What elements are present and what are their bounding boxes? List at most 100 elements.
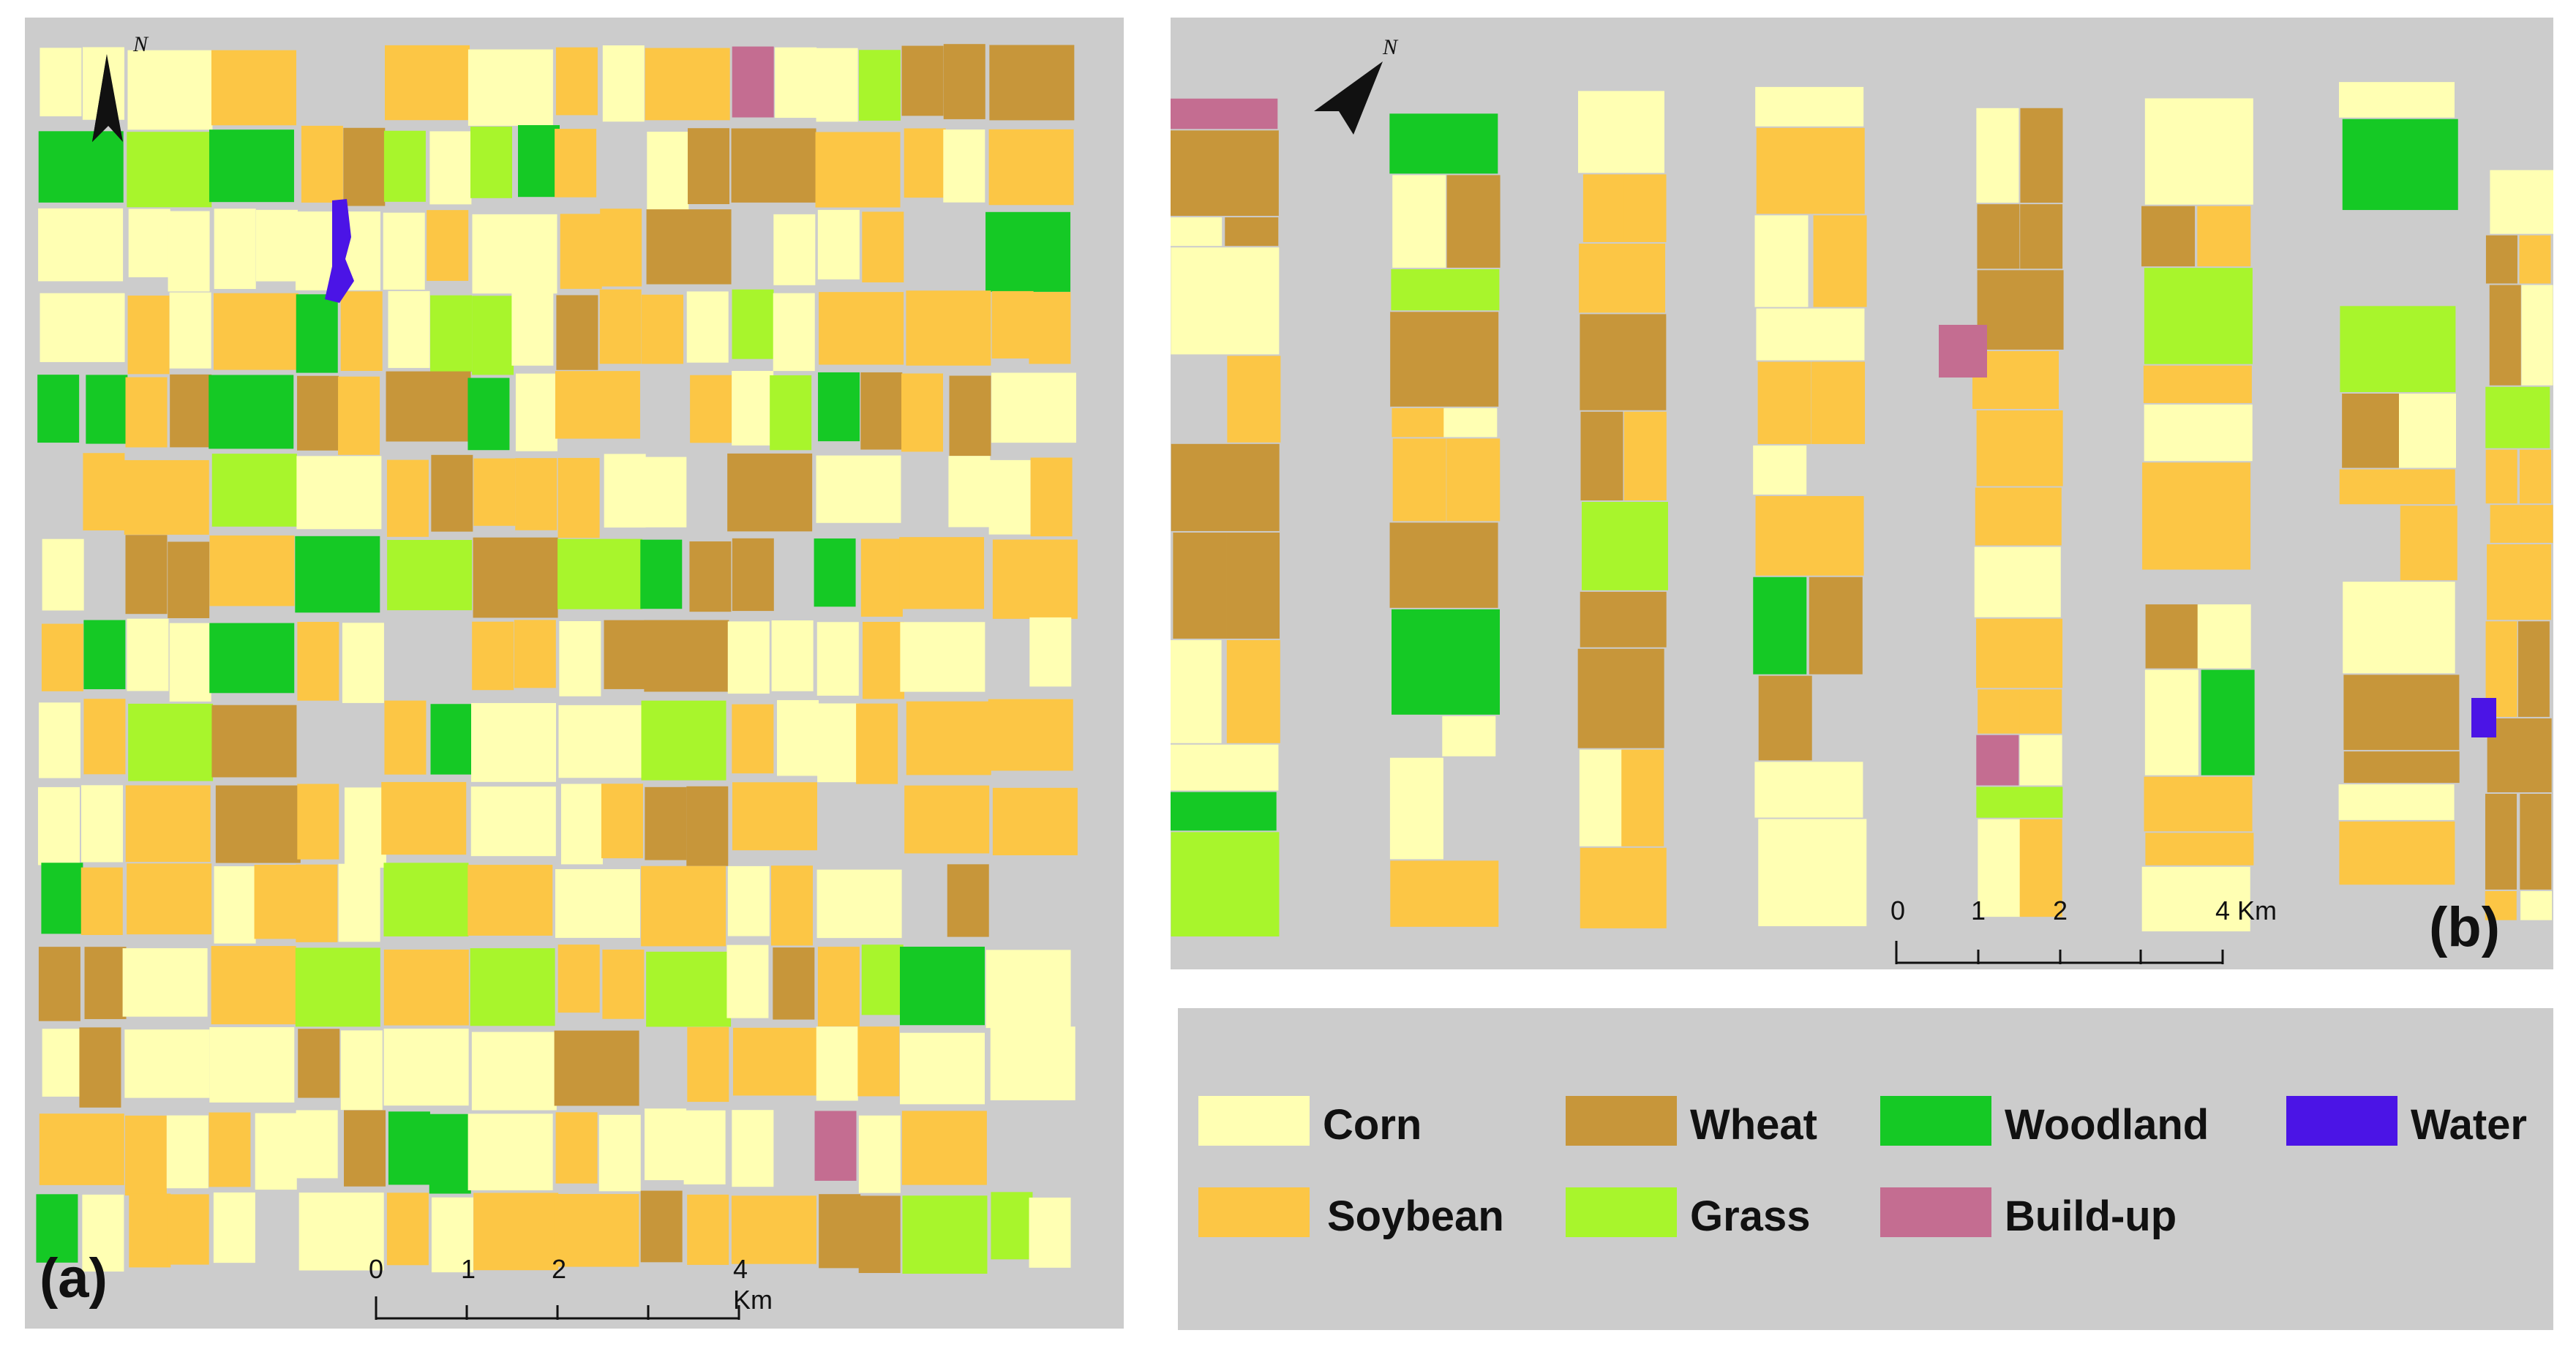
field-parcel: [383, 130, 426, 202]
field-parcel: [82, 1194, 124, 1272]
field-parcel: [901, 373, 944, 452]
field-parcel: [384, 45, 470, 121]
field-parcel: [1974, 547, 2061, 617]
field-parcel: [645, 1108, 687, 1181]
field-parcel: [1389, 113, 1498, 174]
field-parcel: [1171, 217, 1223, 247]
field-parcel: [1757, 361, 1811, 444]
scale-tick-0: 0: [369, 1254, 384, 1284]
field-parcel: [213, 293, 298, 370]
field-parcel: [170, 374, 212, 448]
field-parcel: [602, 45, 645, 122]
field-parcel: [2485, 793, 2517, 890]
field-parcel: [1976, 786, 2063, 818]
field-parcel: [2144, 669, 2198, 775]
field-parcel: [1977, 204, 2020, 269]
field-parcel: [1754, 762, 1863, 818]
field-parcel: [83, 699, 126, 775]
field-parcel: [899, 537, 985, 609]
north-arrow-b: N: [1310, 35, 1405, 149]
field-parcel: [816, 622, 859, 696]
field-parcel: [215, 785, 301, 863]
field-parcel: [817, 947, 860, 1026]
field-parcel: [388, 290, 430, 368]
field-parcel: [2339, 821, 2455, 885]
field-parcel: [169, 623, 211, 702]
field-parcel: [1171, 639, 1222, 743]
legend-label-buildup: Build-up: [2005, 1193, 2177, 1240]
field-parcel: [645, 457, 687, 527]
field-parcel: [209, 1112, 251, 1187]
field-parcel: [2487, 544, 2552, 620]
field-parcel: [211, 946, 296, 1025]
field-parcel: [604, 454, 646, 528]
field-parcel: [1171, 98, 1278, 129]
field-parcel: [1392, 609, 1501, 715]
field-parcel: [1579, 243, 1666, 313]
field-parcel: [41, 623, 83, 691]
field-parcel: [471, 1032, 557, 1111]
field-parcel: [211, 705, 297, 778]
field-parcel: [168, 211, 210, 292]
field-parcel: [39, 702, 81, 778]
field-parcel: [1811, 361, 1866, 444]
field-parcel: [688, 128, 730, 205]
field-parcel: [338, 863, 380, 942]
map-panel-b: N (b) 0 1 2 4 Km: [1171, 18, 2553, 969]
field-parcel: [429, 1113, 471, 1194]
map-panel-a: N (a) 0 1 2 4 Km: [25, 18, 1124, 1329]
field-parcel: [2489, 285, 2521, 386]
field-parcel: [381, 781, 467, 855]
field-parcel: [555, 1112, 598, 1184]
field-parcel: [125, 785, 211, 863]
field-parcel: [1978, 689, 2021, 734]
field-parcel: [862, 211, 904, 282]
field-parcel: [816, 455, 901, 523]
field-parcel: [1753, 577, 1807, 675]
field-parcel: [127, 132, 212, 208]
field-parcel: [1443, 408, 1498, 437]
field-parcel: [1171, 443, 1280, 531]
legend-label-woodland: Woodland: [2005, 1101, 2209, 1149]
field-parcel: [646, 209, 732, 285]
field-parcel: [2343, 751, 2460, 784]
field-parcel: [732, 46, 774, 118]
field-parcel: [732, 538, 774, 612]
panel-label-a: (a): [40, 1247, 108, 1310]
scale-tick-1-b: 1: [1971, 895, 1986, 925]
field-parcel: [209, 535, 295, 606]
field-parcel: [686, 291, 729, 363]
field-parcel: [122, 948, 208, 1017]
field-parcel: [383, 949, 469, 1026]
field-parcel: [856, 703, 898, 784]
field-parcel: [297, 375, 339, 451]
north-arrow-a: N: [60, 32, 148, 142]
field-parcel: [295, 947, 380, 1027]
field-parcel: [2485, 449, 2517, 504]
field-parcel: [555, 869, 640, 938]
field-parcel: [340, 291, 383, 372]
field-parcel: [2144, 776, 2253, 832]
field-parcel: [429, 131, 472, 205]
field-parcel: [817, 209, 860, 279]
field-parcel: [38, 947, 80, 1021]
scale-tick-2: 2: [552, 1254, 567, 1284]
field-parcel: [598, 1114, 641, 1192]
field-parcel: [384, 700, 427, 775]
field-parcel: [985, 211, 1071, 292]
field-parcel: [900, 622, 985, 692]
field-parcel: [467, 378, 510, 451]
field-parcel: [127, 618, 169, 691]
field-parcel: [2520, 449, 2552, 504]
field-parcel: [1579, 749, 1622, 846]
field-parcel: [2197, 604, 2251, 669]
field-parcel: [125, 377, 168, 448]
field-parcel: [727, 865, 770, 936]
field-parcel: [383, 212, 425, 290]
field-parcel: [991, 1192, 1033, 1260]
field-parcel: [554, 1030, 639, 1106]
field-parcel: [127, 296, 170, 375]
field-parcel: [2020, 108, 2063, 203]
field-parcel: [427, 210, 469, 281]
field-parcel: [732, 1110, 774, 1187]
